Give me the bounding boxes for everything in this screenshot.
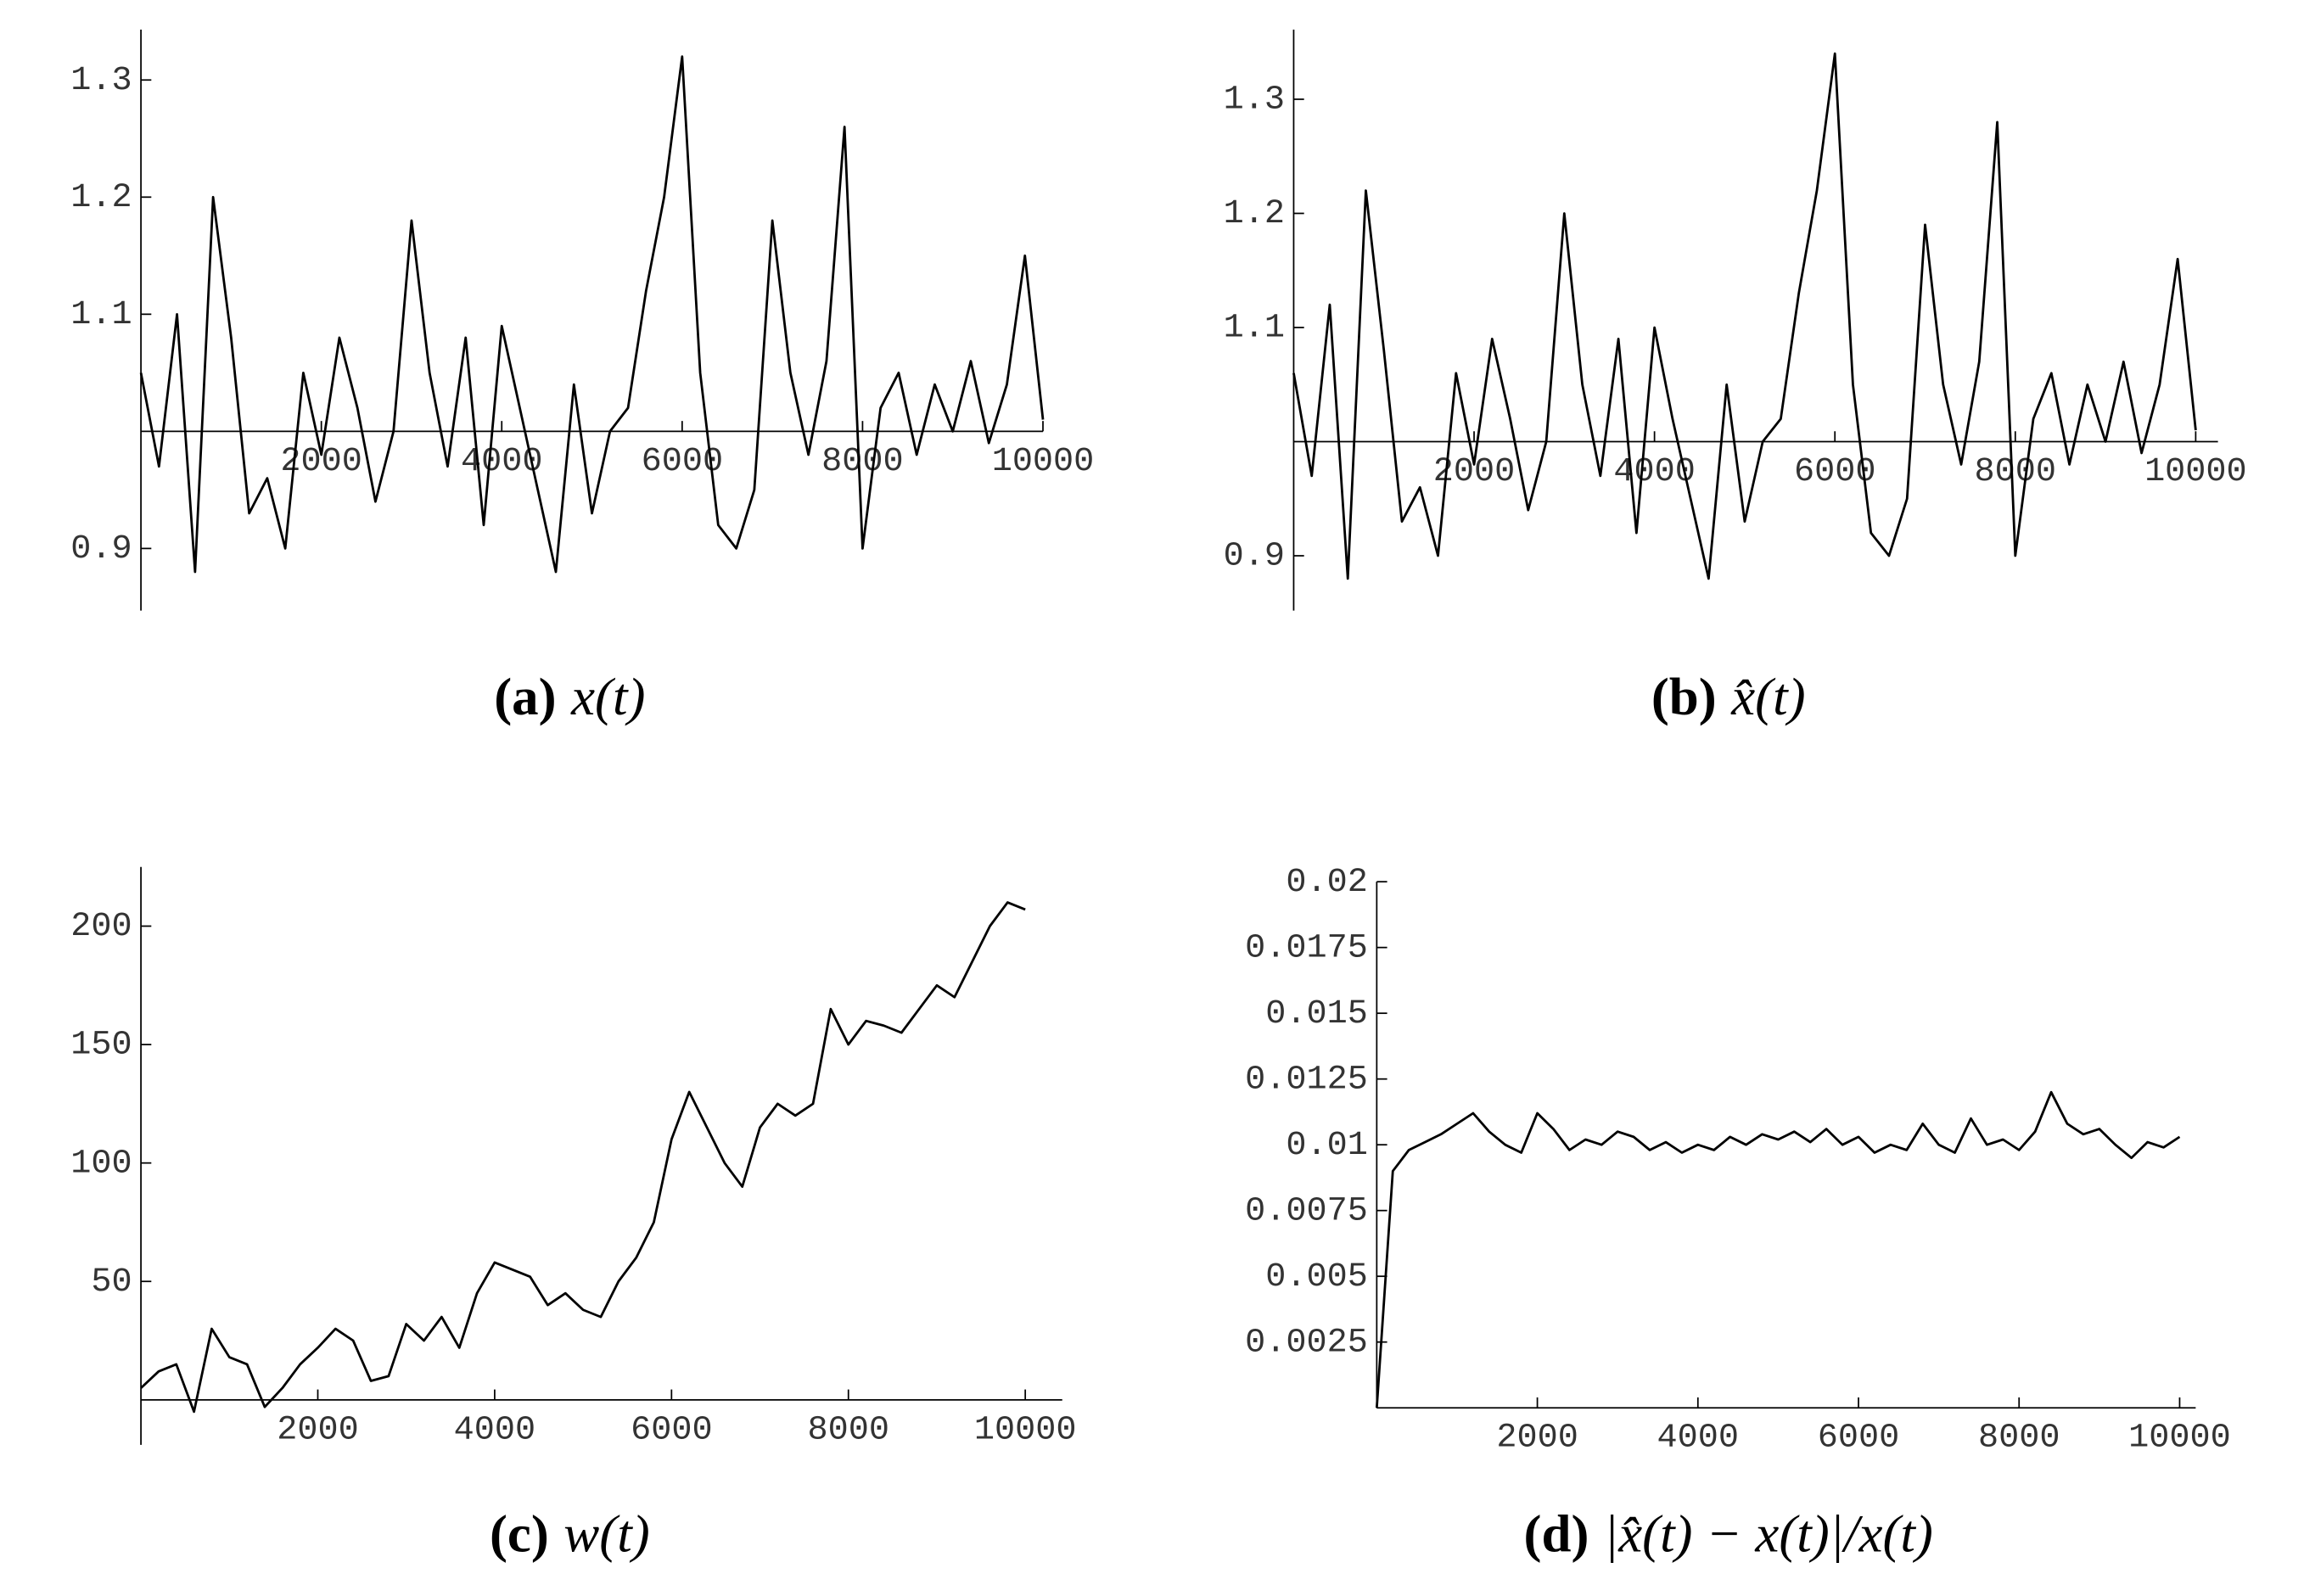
y-tick-label: 0.0175	[1245, 929, 1368, 967]
x-tick-label: 6000	[631, 1411, 712, 1449]
x-tick-label: 4000	[461, 443, 542, 481]
caption-text: w(t)	[563, 1504, 649, 1564]
x-tick-label: 8000	[1978, 1420, 2060, 1458]
y-tick-label: 0.005	[1265, 1258, 1368, 1296]
y-tick-label: 1.1	[1224, 310, 1285, 348]
y-tick-label: 150	[70, 1027, 132, 1065]
caption: (d) |x̂(t) − x(t)|/x(t)	[1524, 1504, 1933, 1564]
y-tick-label: 0.0075	[1245, 1192, 1368, 1230]
x-tick-label: 10000	[974, 1411, 1077, 1449]
x-tick-label: 4000	[454, 1411, 535, 1449]
x-tick-label: 2000	[1496, 1420, 1578, 1458]
y-tick-label: 0.0125	[1245, 1061, 1368, 1099]
caption-text: |x̂(t) − x(t)|/x(t)	[1604, 1504, 1933, 1564]
y-tick-label: 1.3	[1224, 81, 1285, 120]
y-tick-label: 0.9	[70, 530, 132, 568]
y-tick-label: 1.2	[1224, 195, 1285, 233]
caption-text: x̂(t)	[1730, 667, 1805, 726]
caption: (a) x(t)	[494, 667, 645, 726]
data-line	[1292, 52, 2197, 580]
data-line	[139, 55, 1045, 574]
caption-label: (d)	[1524, 1504, 1589, 1564]
caption-label: (c)	[490, 1504, 549, 1564]
y-tick-label: 1.2	[70, 179, 132, 217]
x-tick-label: 10000	[2128, 1420, 2231, 1458]
caption-label: (b)	[1651, 667, 1717, 726]
y-tick-label: 1.3	[70, 62, 132, 100]
y-tick-label: 200	[70, 908, 132, 946]
y-tick-label: 0.0025	[1245, 1324, 1368, 1362]
x-tick-label: 2000	[277, 1411, 358, 1449]
y-tick-label: 0.9	[1224, 538, 1285, 576]
data-line	[140, 901, 1026, 1414]
y-tick-label: 0.015	[1265, 995, 1368, 1033]
x-tick-label: 4000	[1613, 453, 1695, 491]
y-tick-label: 50	[91, 1263, 132, 1302]
x-tick-label: 8000	[1975, 453, 2056, 491]
y-tick-label: 0.01	[1286, 1127, 1367, 1165]
caption-label: (a)	[494, 667, 556, 726]
caption: (c) w(t)	[490, 1504, 650, 1564]
x-tick-label: 6000	[1818, 1420, 1899, 1458]
y-tick-label: 1.1	[70, 296, 132, 334]
x-tick-label: 8000	[808, 1411, 889, 1449]
data-line	[1375, 1090, 2181, 1408]
caption-text: x(t)	[570, 667, 645, 726]
x-tick-label: 10000	[992, 443, 1095, 481]
y-tick-label: 100	[70, 1145, 132, 1183]
x-tick-label: 4000	[1657, 1420, 1739, 1458]
y-tick-label: 0.02	[1286, 864, 1367, 902]
x-tick-label: 10000	[2144, 453, 2247, 491]
caption: (b) x̂(t)	[1651, 667, 1806, 726]
x-tick-label: 8000	[821, 443, 903, 481]
